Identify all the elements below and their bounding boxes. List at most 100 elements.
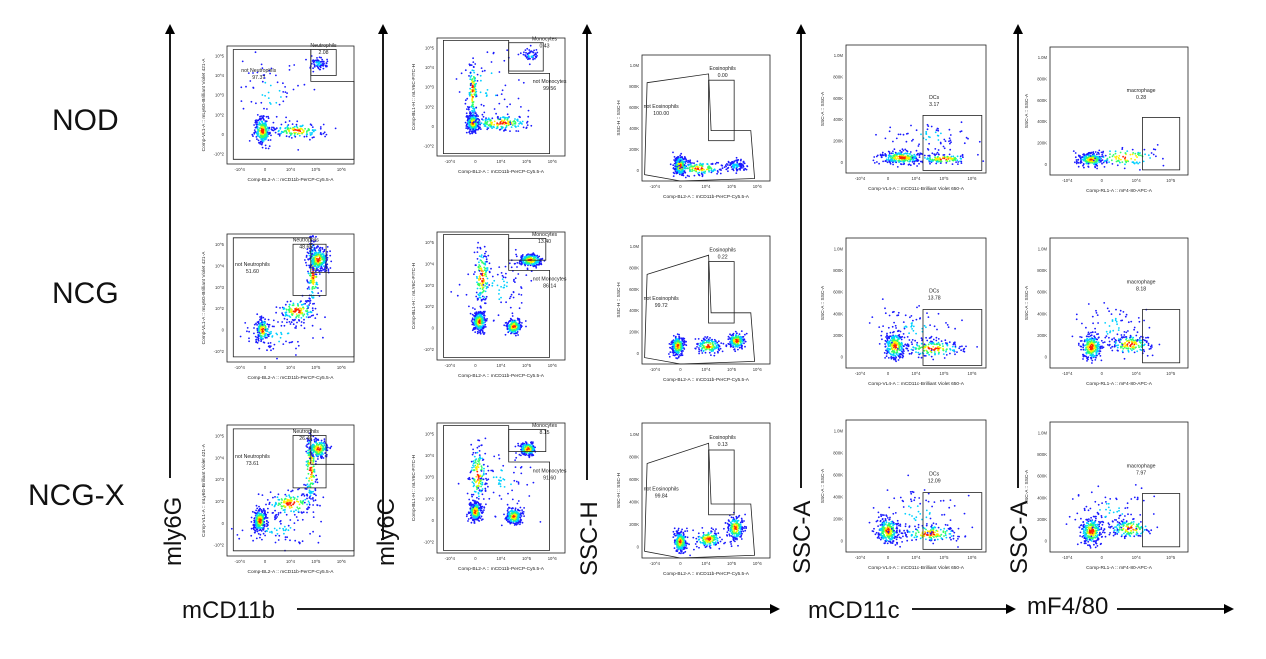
y-tick-label: 200K [833, 333, 843, 338]
x-tick-label: -10^4 [650, 367, 661, 372]
x-tick-label: 10^4 [702, 367, 712, 372]
x-tick-label: 10^4 [497, 556, 507, 561]
y-tick-label: 200K [629, 522, 639, 527]
x-tick-label: 10^5 [522, 159, 532, 164]
gate-percentage: 0.43 [539, 43, 549, 49]
x-axis-title: Comp-VL4-A :: mCD11c-Brilliant Violet 65… [868, 565, 965, 571]
y-tick-label: 0 [1045, 539, 1048, 544]
y-axis-title: SSC-A :: SSC-A [820, 468, 826, 503]
plot-frame [1049, 237, 1189, 369]
y-tick-label: -10^2 [424, 144, 435, 149]
gate-name: macrophage [1127, 464, 1156, 470]
y-tick-label: 10^4 [215, 264, 225, 269]
x-axis-title: Comp-BL2-A :: mCD11b-PerCP-Cy5.5-A [247, 375, 334, 381]
x-tick-label: 0 [1101, 555, 1104, 560]
x-tick-label: 10^5 [1166, 178, 1176, 183]
y-tick-label: 10^2 [215, 499, 225, 504]
gate-percentage: 0.13 [718, 442, 728, 448]
gate-macrophage [1142, 309, 1181, 364]
x-tick-label: 0 [679, 367, 682, 372]
y-tick-label: 0 [222, 521, 225, 526]
gate-name: Neutrophils [310, 43, 337, 49]
event-dots [455, 44, 539, 135]
x-tick-label: -10^4 [445, 363, 456, 368]
x-axis-title: Comp-BL2-A :: mCD11b-PerCP-Cy5.5-A [458, 169, 545, 175]
y-axis-title: Comp-VL1-A :: mLy6G-Brilliant Violet 421… [201, 58, 207, 152]
gate-neutrophils [292, 435, 327, 489]
y-tick-label: 0 [637, 351, 640, 356]
y-tick-label: 1.0M [834, 246, 844, 251]
y-tick-label: 800K [629, 266, 639, 271]
gate-percentage: 48.65 [299, 245, 312, 251]
y-tick-label: 0 [637, 544, 640, 549]
plot-frame [845, 44, 987, 174]
y-tick-label: 800K [629, 84, 639, 89]
gate-name: not Neutrophils [235, 454, 270, 460]
y-tick-label: 400K [629, 126, 639, 131]
x-tick-label: 0 [887, 176, 890, 181]
y-tick-label: 10^2 [215, 306, 225, 311]
y-axis-title: Comp-VL1-A :: mLy6G-Brilliant Violet 421… [201, 251, 207, 345]
y-tick-label: 600K [1037, 98, 1047, 103]
y-tick-label: 10^5 [215, 53, 225, 58]
row-label-ncg: NCG [52, 277, 119, 310]
x-tick-label: -10^4 [235, 559, 246, 564]
y-tick-label: 10^3 [425, 283, 435, 288]
event-dots [450, 241, 546, 337]
plot-frame [845, 237, 987, 369]
gate-not-eosinophils [644, 442, 756, 559]
gate-not-monocytes [442, 40, 550, 155]
y-tick-label: 0 [841, 539, 844, 544]
y-tick-label: 400K [1037, 311, 1047, 316]
y-tick-label: 10^5 [215, 242, 225, 247]
y-tick-label: 0 [1045, 355, 1048, 360]
y-tick-label: 10^3 [425, 85, 435, 90]
y-axis-title: SSC-A :: SSC-A [1024, 285, 1030, 320]
gate-eosinophils [708, 449, 735, 516]
x-tick-label: 0 [474, 556, 477, 561]
x-tick-label: 0 [1101, 371, 1104, 376]
event-dots [672, 511, 748, 557]
y-tick-label: 10^4 [215, 73, 225, 78]
x-tick-label: 0 [264, 559, 267, 564]
x-axis-title: Comp-BL2-A :: mCD11b-PerCP-Cy5.5-A [458, 566, 545, 572]
x-tick-label: -10^4 [855, 176, 866, 181]
y-tick-label: 800K [1037, 452, 1047, 457]
gate-percentage: 100.00 [653, 111, 669, 117]
x-tick-label: 10^4 [912, 371, 922, 376]
gate-percentage: 26.46 [299, 436, 312, 442]
y-tick-label: 10^5 [425, 240, 435, 245]
gate-name: Neutrophils [293, 429, 320, 435]
x-tick-label: 0 [474, 363, 477, 368]
gate-name: not Monocytes [533, 468, 567, 474]
gate-dcs [922, 492, 983, 550]
x-tick-label: 0 [264, 365, 267, 370]
x-tick-label: 0 [1101, 178, 1104, 183]
x-tick-label: 10^4 [286, 365, 296, 370]
x-tick-label: -10^4 [855, 371, 866, 376]
x-tick-label: 10^6 [753, 561, 763, 566]
gate-name: not Neutrophils [241, 68, 276, 74]
x-axis-title: Comp-RL1-A :: mF4-80-APC-A [1086, 565, 1153, 571]
x-tick-label: 10^4 [1132, 178, 1142, 183]
gate-percentage: 12.09 [928, 478, 941, 484]
plot-frame [436, 422, 566, 554]
gate-percentage: 2.08 [318, 50, 328, 56]
y-tick-label: 0 [432, 124, 435, 129]
y-tick-label: 200K [629, 147, 639, 152]
y-axis-title: SSC-A :: SSC-A [820, 91, 826, 126]
y-tick-label: 10^2 [425, 104, 435, 109]
x-tick-label: 0 [679, 561, 682, 566]
y-tick-label: 600K [629, 105, 639, 110]
y-tick-label: 10^4 [425, 453, 435, 458]
gate-percentage: 99.84 [655, 494, 668, 500]
y-tick-label: 400K [833, 117, 843, 122]
x-tick-label: 10^6 [548, 159, 558, 164]
